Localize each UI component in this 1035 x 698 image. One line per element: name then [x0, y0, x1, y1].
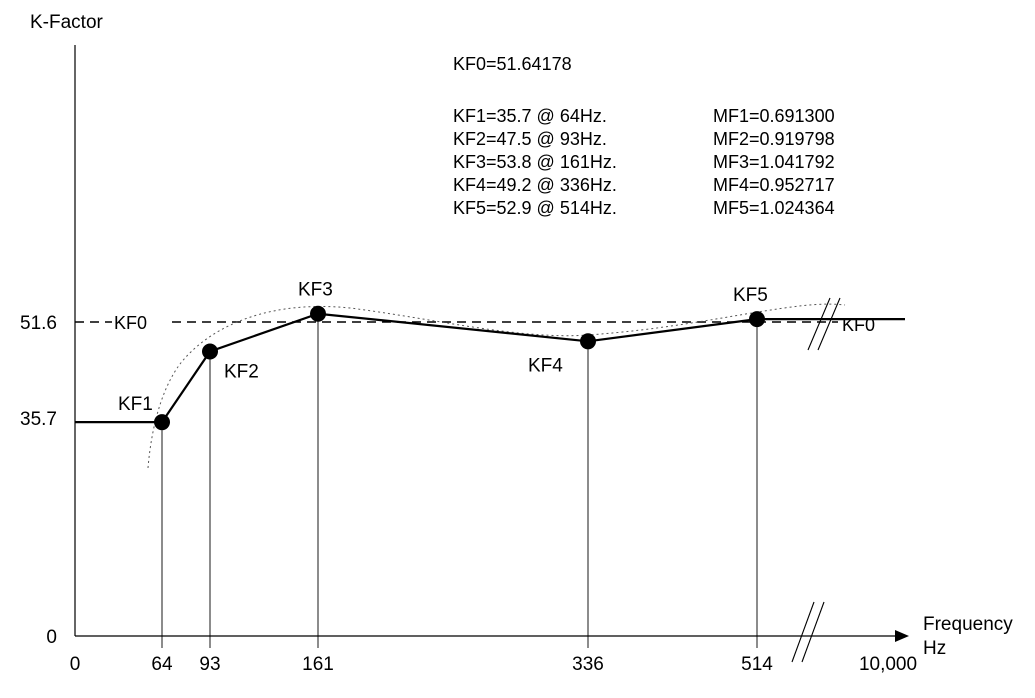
kf0-reference-label-right: KF0 — [842, 315, 875, 335]
kf-annotation: KF2=47.5 @ 93Hz. — [453, 129, 607, 149]
fitted-curve — [147, 303, 846, 469]
x-tick-label: 336 — [572, 654, 604, 675]
mf-annotation: MF1=0.691300 — [713, 106, 835, 126]
x-tick-label: 0 — [70, 654, 81, 675]
x-tick-labels: 0 64 93 161 336 514 10,000 — [70, 654, 917, 675]
mf-annotation: MF4=0.952717 — [713, 175, 835, 195]
x-axis-unit: Hz — [923, 638, 946, 659]
x-tick-label: 64 — [151, 654, 173, 675]
kf-annotation-list: KF1=35.7 @ 64Hz. KF2=47.5 @ 93Hz. KF3=53… — [453, 106, 617, 218]
data-point — [749, 311, 765, 328]
kf-annotation: KF5=52.9 @ 514Hz. — [453, 198, 617, 218]
mf-annotation: MF3=1.041792 — [713, 152, 835, 172]
k-factor-series-line — [75, 312, 905, 424]
axis-break-marks — [791, 297, 841, 663]
x-tick-label: 10,000 — [859, 654, 917, 675]
mf-annotation: MF5=1.024364 — [713, 198, 835, 218]
data-point-label: KF4 — [528, 355, 563, 376]
data-point-label: KF5 — [733, 285, 768, 306]
data-point — [580, 333, 596, 350]
mf-annotation-list: MF1=0.691300 MF2=0.919798 MF3=1.041792 M… — [713, 106, 835, 218]
kf-annotation: KF4=49.2 @ 336Hz. — [453, 175, 617, 195]
x-axis-title: Frequency — [923, 614, 1013, 635]
y-tick-label: 35.7 — [20, 409, 57, 430]
x-axis-arrow-icon — [895, 630, 909, 642]
data-point — [310, 305, 326, 322]
data-points: KF1 KF2 KF3 KF4 KF5 — [118, 280, 768, 431]
kf-annotation: KF3=53.8 @ 161Hz. — [453, 152, 617, 172]
y-tick-label: 51.6 — [20, 313, 57, 334]
kf0-annotation: KF0=51.64178 — [453, 54, 572, 74]
kf-annotation: KF1=35.7 @ 64Hz. — [453, 106, 607, 126]
x-tick-label: 514 — [741, 654, 773, 675]
data-point-label: KF3 — [298, 280, 333, 301]
y-tick-label: 0 — [46, 627, 57, 648]
data-point — [202, 343, 218, 360]
data-point-label: KF2 — [224, 361, 259, 382]
x-tick-label: 93 — [199, 654, 220, 675]
drop-lines — [161, 313, 758, 648]
data-point-label: KF1 — [118, 394, 153, 415]
kf0-reference-label-left: KF0 — [114, 313, 147, 333]
mf-annotation: MF2=0.919798 — [713, 129, 835, 149]
y-tick-labels: 0 35.7 51.6 — [20, 313, 57, 648]
data-point — [154, 414, 170, 431]
y-axis-title: K-Factor — [30, 12, 104, 33]
x-tick-label: 161 — [302, 654, 334, 675]
